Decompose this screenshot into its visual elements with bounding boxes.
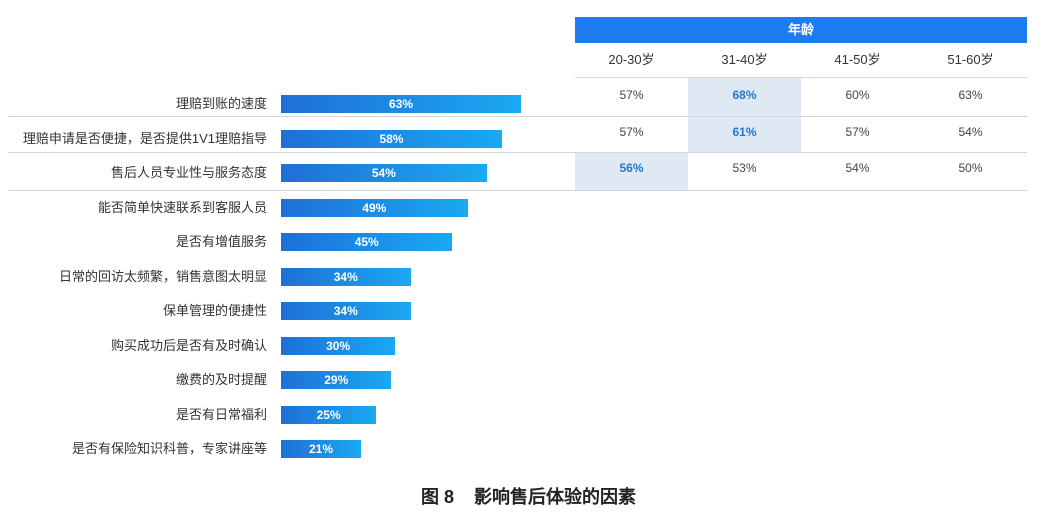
bar [281, 164, 487, 182]
category-label: 保单管理的便捷性 [162, 303, 267, 318]
table-row-divider [575, 77, 1027, 78]
age-column-header: 20-30岁 [608, 52, 655, 67]
bar [281, 198, 468, 217]
category-label: 缴费的及时提醒 [175, 372, 267, 387]
bar [281, 129, 502, 148]
table-cell-highlight: 56% [575, 153, 688, 190]
bar-value-label: 25% [316, 407, 341, 422]
category-label: 购买成功后是否有及时确认 [110, 337, 267, 353]
bar [281, 95, 521, 113]
bar-value-label: 21% [308, 442, 334, 456]
table-cell-highlight: 61% [688, 117, 801, 152]
bar [281, 302, 411, 320]
bar-value-label: 45% [354, 235, 379, 249]
bar [281, 233, 453, 251]
figure-caption: 图 8 影响售后体验的因素 [420, 487, 636, 507]
age-column-header: 51-60岁 [947, 52, 994, 67]
bar [281, 371, 392, 389]
table-cell: 60% [845, 88, 870, 102]
bar [281, 405, 377, 424]
category-label: 理赔到账的速度 [175, 96, 267, 111]
table-cell: 57% [845, 125, 870, 139]
bar-value-label: 49% [362, 200, 387, 215]
category-label: 日常的回访太频繁，销售意图太明显 [58, 268, 267, 284]
category-label: 是否有增值服务 [175, 234, 267, 249]
table-cell: 50% [958, 161, 983, 175]
table-row-divider [8, 116, 1027, 117]
table-cell: 57% [619, 88, 644, 102]
category-label: 理赔申请是否便捷，是否提供1V1理赔指导 [22, 130, 267, 146]
bar-value-label: 34% [333, 269, 358, 284]
bar-value-label: 29% [324, 373, 349, 387]
table-row-divider [8, 190, 1027, 191]
category-label: 是否有保险知识科普，专家讲座等 [71, 441, 267, 456]
bar-value-label: 58% [379, 131, 404, 146]
category-label: 能否简单快速联系到客服人员 [97, 199, 267, 215]
table-cell-highlight: 68% [688, 78, 801, 116]
table-row-divider [8, 152, 1027, 153]
bar [281, 440, 361, 458]
table-cell: 63% [958, 88, 983, 102]
table-cell: 53% [732, 161, 757, 175]
table-cell: 54% [845, 161, 870, 175]
bar-value-label: 34% [333, 304, 358, 318]
bar-value-label: 30% [326, 338, 351, 353]
table-cell: 57% [619, 125, 644, 139]
table-cell: 54% [958, 125, 983, 139]
category-label: 售后人员专业性与服务态度 [110, 165, 267, 180]
age-column-header: 31-40岁 [721, 52, 768, 67]
age-group-header: 年龄 [575, 17, 1027, 43]
category-label: 是否有日常福利 [175, 406, 267, 422]
bar-value-label: 63% [388, 97, 414, 111]
bar [281, 267, 411, 286]
bar-value-label: 54% [371, 166, 396, 180]
age-column-header: 41-50岁 [834, 52, 881, 67]
bar [281, 336, 396, 355]
